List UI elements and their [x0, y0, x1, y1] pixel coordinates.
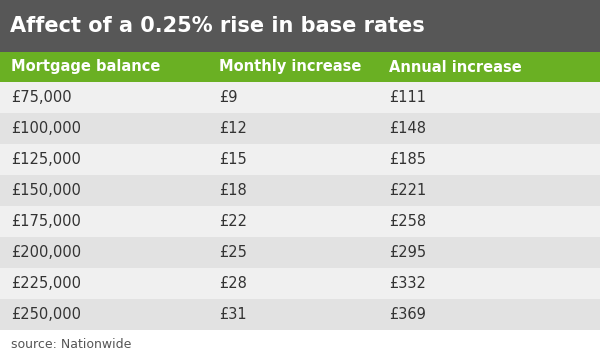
Text: Mortgage balance: Mortgage balance: [11, 59, 160, 75]
Text: £369: £369: [389, 307, 425, 322]
Text: £28: £28: [219, 276, 247, 291]
Bar: [0, 299, 600, 330]
Bar: [0, 52, 600, 82]
Text: £75,000: £75,000: [11, 90, 71, 105]
Text: Affect of a 0.25% rise in base rates: Affect of a 0.25% rise in base rates: [10, 16, 425, 36]
Text: £225,000: £225,000: [11, 276, 81, 291]
Text: £150,000: £150,000: [11, 183, 80, 198]
Text: Monthly increase: Monthly increase: [219, 59, 361, 75]
Text: £175,000: £175,000: [11, 214, 80, 229]
Text: £100,000: £100,000: [11, 121, 81, 136]
Text: £332: £332: [389, 276, 425, 291]
Text: £22: £22: [219, 214, 247, 229]
Text: £258: £258: [389, 214, 426, 229]
Text: £12: £12: [219, 121, 247, 136]
Bar: [0, 206, 600, 237]
Text: source: Nationwide: source: Nationwide: [11, 338, 131, 351]
Text: Annual increase: Annual increase: [389, 59, 521, 75]
Text: £250,000: £250,000: [11, 307, 81, 322]
Bar: [0, 0, 600, 52]
Text: £9: £9: [219, 90, 238, 105]
Text: £111: £111: [389, 90, 426, 105]
Text: £15: £15: [219, 152, 247, 167]
Text: £148: £148: [389, 121, 426, 136]
Text: £221: £221: [389, 183, 426, 198]
Text: £295: £295: [389, 245, 426, 260]
Text: £31: £31: [219, 307, 247, 322]
Text: £185: £185: [389, 152, 426, 167]
Bar: [0, 237, 600, 268]
Text: £25: £25: [219, 245, 247, 260]
Bar: [0, 175, 600, 206]
Bar: [0, 82, 600, 113]
Text: £200,000: £200,000: [11, 245, 81, 260]
Bar: [0, 144, 600, 175]
Bar: [0, 268, 600, 299]
Bar: [0, 330, 600, 360]
Text: £18: £18: [219, 183, 247, 198]
Text: £125,000: £125,000: [11, 152, 80, 167]
Bar: [0, 113, 600, 144]
